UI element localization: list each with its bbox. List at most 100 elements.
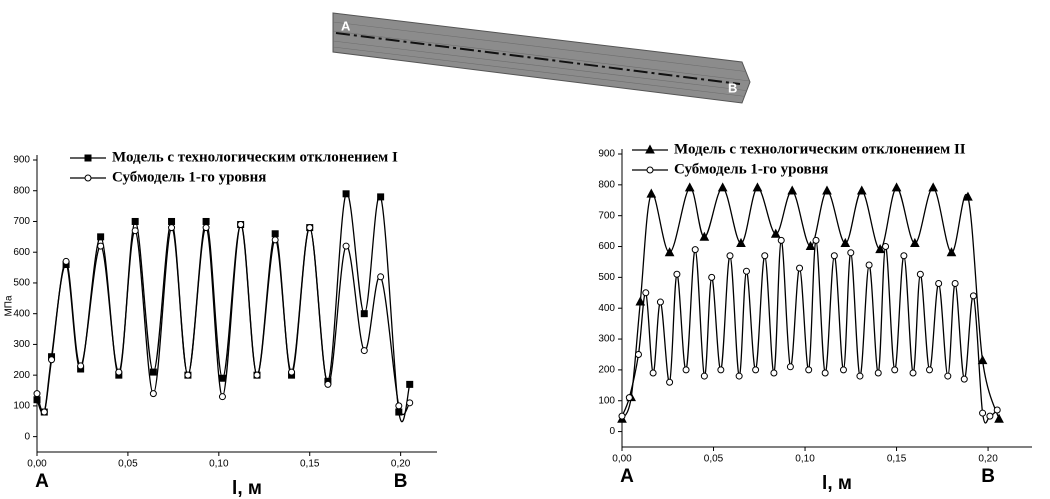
legend-marker bbox=[647, 167, 653, 173]
marker bbox=[994, 407, 1000, 413]
marker bbox=[927, 367, 933, 373]
marker bbox=[718, 367, 724, 373]
marker bbox=[736, 373, 742, 379]
marker bbox=[797, 265, 803, 271]
marker bbox=[203, 218, 209, 224]
marker bbox=[361, 348, 367, 354]
y-tick-label: 800 bbox=[13, 185, 30, 196]
y-tick-label: 0 bbox=[24, 431, 30, 442]
marker bbox=[407, 381, 413, 387]
end-label: A bbox=[35, 471, 49, 492]
x-tick-label: 0,00 bbox=[612, 454, 632, 465]
marker bbox=[657, 299, 663, 305]
marker bbox=[626, 395, 632, 401]
marker bbox=[98, 234, 104, 240]
marker bbox=[709, 274, 715, 280]
marker bbox=[806, 367, 812, 373]
marker bbox=[753, 367, 759, 373]
y-tick-label: 300 bbox=[598, 334, 615, 345]
y-tick-label: 0 bbox=[609, 426, 615, 437]
y-tick-label: 500 bbox=[13, 278, 30, 289]
marker bbox=[150, 391, 156, 397]
marker bbox=[150, 369, 156, 375]
marker bbox=[674, 271, 680, 277]
marker bbox=[762, 253, 768, 259]
marker bbox=[753, 183, 761, 191]
marker bbox=[238, 222, 244, 228]
y-tick-label: 300 bbox=[13, 339, 30, 350]
x-tick-label: 0,00 bbox=[27, 459, 47, 470]
beam-label: B bbox=[728, 80, 737, 95]
marker bbox=[778, 237, 784, 243]
x-tick-label: 0,20 bbox=[978, 454, 998, 465]
series-line bbox=[622, 188, 999, 419]
marker bbox=[892, 367, 898, 373]
marker bbox=[219, 375, 225, 381]
marker bbox=[848, 250, 854, 256]
marker bbox=[683, 367, 689, 373]
y-tick-label: 400 bbox=[13, 308, 30, 319]
beam-image: A B bbox=[333, 13, 750, 103]
y-tick-label: 200 bbox=[13, 370, 30, 381]
marker bbox=[650, 370, 656, 376]
marker bbox=[34, 391, 40, 397]
legend-marker bbox=[646, 146, 654, 154]
y-tick-label: 700 bbox=[598, 210, 615, 221]
marker bbox=[979, 356, 987, 364]
marker bbox=[289, 369, 295, 375]
marker bbox=[169, 218, 175, 224]
page: {"figure": {"label_a": "A", "label_b": "… bbox=[0, 0, 1050, 499]
marker bbox=[78, 363, 84, 369]
marker bbox=[823, 187, 831, 195]
marker bbox=[378, 194, 384, 200]
marker bbox=[743, 268, 749, 274]
marker bbox=[840, 367, 846, 373]
x-tick-label: 0,05 bbox=[704, 454, 724, 465]
marker bbox=[831, 253, 837, 259]
marker bbox=[619, 413, 625, 419]
y-tick-label: 100 bbox=[13, 401, 30, 412]
figure: A B 0 100 200 300 400 500 600 700 800 900 0,00 0,05… bbox=[0, 0, 1050, 499]
marker bbox=[858, 187, 866, 195]
marker bbox=[307, 225, 313, 231]
x-tick-label: 0,15 bbox=[300, 459, 320, 470]
marker bbox=[917, 271, 923, 277]
marker bbox=[692, 247, 698, 253]
marker bbox=[980, 410, 986, 416]
marker bbox=[361, 311, 367, 317]
y-tick-label: 100 bbox=[598, 395, 615, 406]
legend-label: Субмодель 1-го уровня bbox=[112, 169, 266, 185]
x-tick-label: 0,05 bbox=[118, 459, 138, 470]
x-tick-label: 0,15 bbox=[887, 454, 907, 465]
y-tick-label: 400 bbox=[598, 303, 615, 314]
marker bbox=[719, 183, 727, 191]
x-tick-label: 0,20 bbox=[391, 459, 411, 470]
marker bbox=[813, 237, 819, 243]
y-tick-label: 200 bbox=[598, 365, 615, 376]
marker bbox=[343, 191, 349, 197]
marker bbox=[272, 231, 278, 237]
legend-marker bbox=[85, 155, 91, 161]
marker bbox=[866, 262, 872, 268]
marker bbox=[667, 379, 673, 385]
marker bbox=[49, 357, 55, 363]
y-tick-label: 600 bbox=[598, 241, 615, 252]
marker bbox=[635, 351, 641, 357]
marker bbox=[647, 190, 655, 198]
beam-label: A bbox=[341, 18, 351, 33]
marker bbox=[883, 244, 889, 250]
x-axis-label: l, м bbox=[822, 473, 852, 494]
marker bbox=[952, 281, 958, 287]
x-tick-label: 0,10 bbox=[795, 454, 815, 465]
marker bbox=[254, 372, 260, 378]
legend-label: Субмодель 1-го уровня bbox=[674, 161, 828, 177]
marker bbox=[788, 187, 796, 195]
marker bbox=[686, 183, 694, 191]
marker bbox=[63, 258, 69, 264]
y-tick-label: 900 bbox=[13, 155, 30, 166]
marker bbox=[169, 225, 175, 231]
marker bbox=[98, 243, 104, 249]
marker bbox=[961, 376, 967, 382]
y-tick-label: 800 bbox=[598, 179, 615, 190]
end-label: B bbox=[394, 471, 408, 492]
